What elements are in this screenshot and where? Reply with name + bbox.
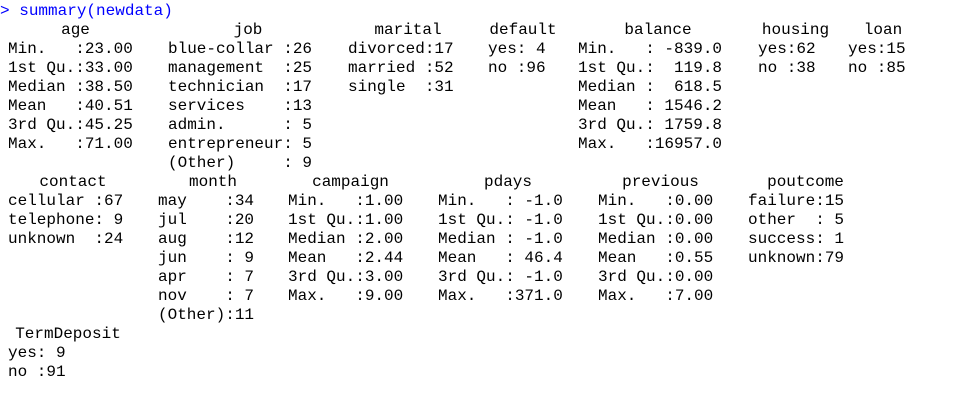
summary-cell: Mean :0.55: [598, 249, 714, 267]
summary-cell: Max. :9.00: [288, 287, 404, 305]
column-header: marital: [374, 21, 442, 39]
column-header: loan: [863, 21, 903, 39]
column-header: job: [233, 21, 263, 39]
summary-cell: may :34: [158, 192, 255, 210]
summary-cell: married :52: [348, 59, 454, 77]
summary-cell: 1st Qu.: 119.8: [578, 59, 723, 77]
summary-cell: divorced:17: [348, 40, 454, 58]
column-header: TermDeposit: [15, 325, 121, 343]
summary-cell: jun : 9: [158, 249, 255, 267]
summary-cell: 3rd Qu.:45.25: [8, 116, 133, 134]
summary-cell: Max. :7.00: [598, 287, 714, 305]
summary-cell: failure:15: [748, 192, 845, 210]
summary-cell: Mean : 1546.2: [578, 97, 723, 115]
column-header: balance: [624, 21, 692, 39]
summary-cell: unknown:79: [748, 249, 845, 267]
column-header: previous: [622, 173, 699, 191]
summary-cell: Min. :0.00: [598, 192, 714, 210]
summary-cell: Min. : -1.0: [438, 192, 563, 210]
column-header: pdays: [483, 173, 532, 191]
summary-cell: yes: 4: [488, 40, 546, 58]
summary-cell: cellular :67: [8, 192, 124, 210]
summary-cell: nov : 7: [158, 287, 255, 305]
summary-cell: Min. :1.00: [288, 192, 404, 210]
summary-cell: Median : 618.5: [578, 78, 723, 96]
summary-cell: (Other):11: [158, 306, 255, 324]
summary-cell: Median : -1.0: [438, 230, 563, 248]
summary-cell: Median :38.50: [8, 78, 133, 96]
summary-cell: Median :0.00: [598, 230, 714, 248]
summary-cell: 3rd Qu.: 1759.8: [578, 116, 723, 134]
summary-cell: Max. :371.0: [438, 287, 563, 305]
command-line: > summary(newdata): [0, 2, 173, 21]
command-text: summary(newdata): [19, 2, 173, 20]
summary-cell: services :13: [168, 97, 313, 115]
column-header: housing: [761, 21, 830, 39]
summary-cell: 3rd Qu.:3.00: [288, 268, 404, 286]
summary-cell: no :85: [848, 59, 906, 77]
summary-cell: admin. : 5: [168, 116, 313, 134]
column-header: age: [61, 21, 90, 39]
summary-cell: Mean :2.44: [288, 249, 404, 267]
summary-cell: 1st Qu.:0.00: [598, 211, 714, 229]
summary-cell: unknown :24: [8, 230, 124, 248]
summary-cell: 3rd Qu.: -1.0: [438, 268, 563, 286]
summary-cell: 3rd Qu.:0.00: [598, 268, 714, 286]
summary-cell: Min. :23.00: [8, 40, 133, 58]
summary-cell: Min. : -839.0: [578, 40, 723, 58]
summary-cell: other : 5: [748, 211, 845, 229]
summary-cell: telephone: 9: [8, 211, 124, 229]
column-header: month: [188, 173, 237, 191]
summary-cell: yes:62: [758, 40, 816, 58]
summary-cell: aug :12: [158, 230, 255, 248]
summary-cell: Mean : 46.4: [438, 249, 563, 267]
summary-cell: 1st Qu.:1.00: [288, 211, 404, 229]
summary-cell: Median :2.00: [288, 230, 404, 248]
summary-cell: apr : 7: [158, 268, 255, 286]
summary-cell: no :96: [488, 59, 546, 77]
column-header: poutcome: [767, 173, 844, 191]
summary-cell: single :31: [348, 78, 454, 96]
prompt-symbol: >: [0, 2, 10, 20]
summary-cell: (Other) : 9: [168, 154, 313, 172]
summary-cell: yes: 9: [8, 344, 66, 362]
summary-cell: technician :17: [168, 78, 313, 96]
summary-cell: 1st Qu.: -1.0: [438, 211, 563, 229]
summary-cell: Max. :16957.0: [578, 135, 723, 153]
summary-cell: jul :20: [158, 211, 255, 229]
summary-cell: 1st Qu.:33.00: [8, 59, 133, 77]
summary-cell: management :25: [168, 59, 313, 77]
summary-cell: blue-collar :26: [168, 40, 313, 58]
summary-cell: success: 1: [748, 230, 845, 248]
summary-cell: Max. :71.00: [8, 135, 133, 153]
column-header: campaign: [312, 173, 389, 191]
summary-cell: entrepreneur: 5: [168, 135, 313, 153]
summary-cell: Mean :40.51: [8, 97, 133, 115]
summary-cell: no :91: [8, 363, 66, 381]
summary-cell: yes:15: [848, 40, 906, 58]
summary-cell: no :38: [758, 59, 816, 77]
column-header: contact: [39, 173, 107, 191]
column-header: default: [489, 21, 557, 39]
